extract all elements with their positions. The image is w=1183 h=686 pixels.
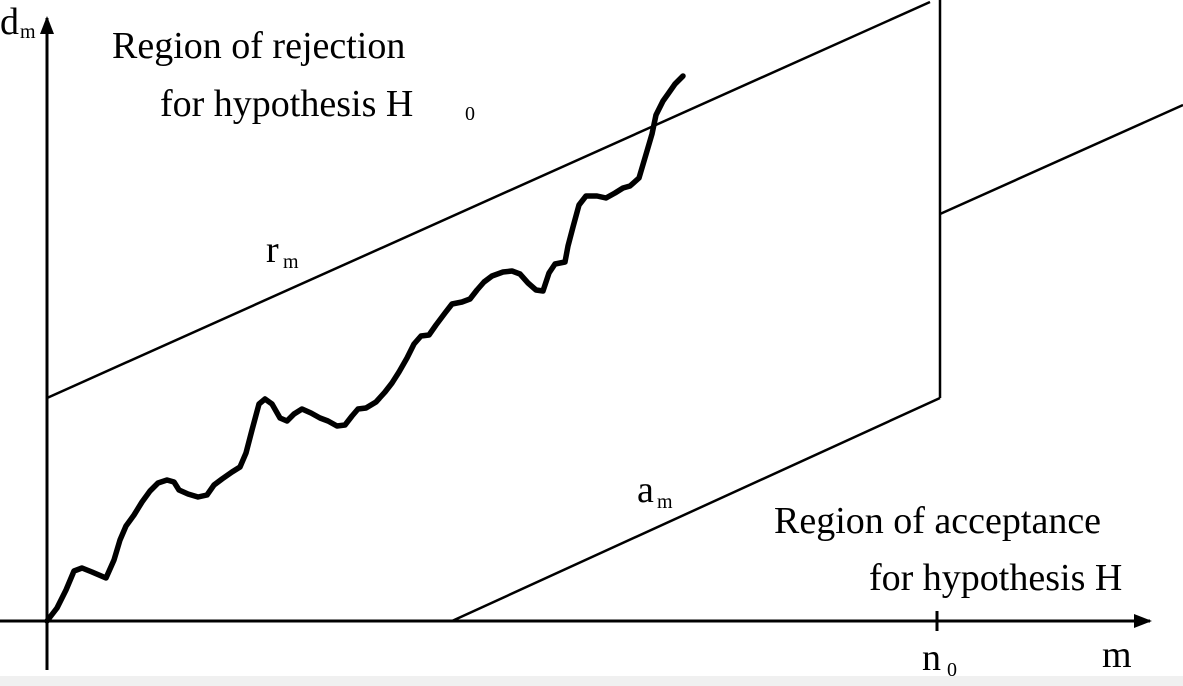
acceptance-region-label: Region of acceptance for hypothesis H [774,500,1122,599]
rejection-region-label: Region of rejection for hypothesis H 0 [112,25,475,125]
svg-text:n: n [922,637,941,679]
acceptance-boundary-line [451,396,941,623]
svg-text:0: 0 [465,103,475,125]
y-axis-label: d m [0,1,36,43]
rejection-boundary-line [46,0,931,400]
extended-boundary-line [939,103,1183,216]
svg-text:d: d [0,1,19,43]
rejection-line-label: r m [266,229,299,273]
svg-text:m: m [283,251,299,273]
acceptance-line-label: a m [637,469,673,513]
svg-text:for hypothesis H: for hypothesis H [869,557,1122,599]
svg-text:0: 0 [947,659,957,681]
svg-text:m: m [657,491,673,513]
svg-text:m: m [20,21,36,43]
random-walk-path [44,73,686,624]
x-axis-label: m [1102,634,1132,676]
svg-text:Region of rejection: Region of rejection [112,25,405,67]
bottom-strip [0,676,1183,686]
svg-text:Region of acceptance: Region of acceptance [774,500,1101,542]
svg-text:for hypothesis H: for hypothesis H [160,83,413,125]
svg-text:r: r [266,229,279,271]
n0-label: n 0 [922,637,957,681]
svg-text:a: a [637,469,654,511]
